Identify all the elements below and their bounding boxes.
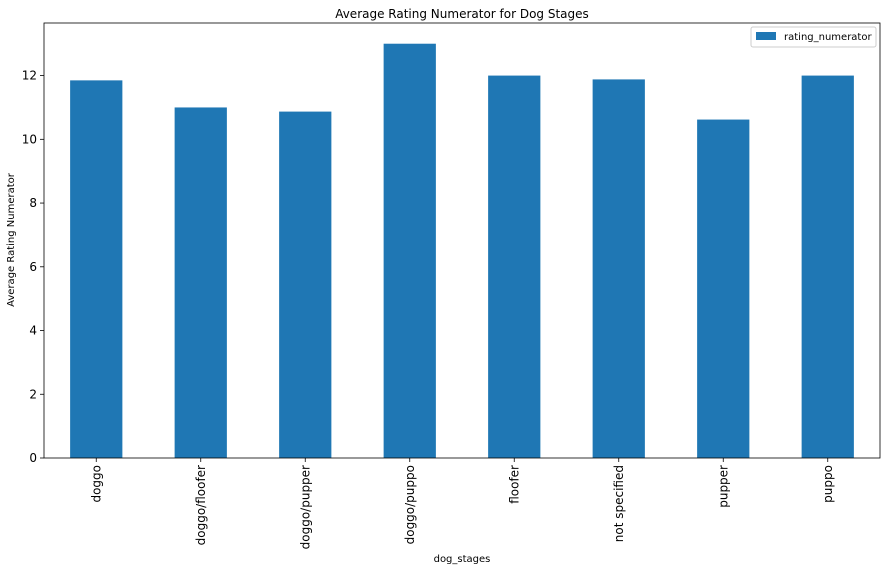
- x-axis-label: dog_stages: [434, 554, 491, 565]
- y-tick-label: 10: [22, 132, 37, 146]
- y-tick-label: 8: [29, 196, 37, 210]
- legend-swatch: [756, 32, 776, 40]
- x-tick-label: floofer: [507, 465, 521, 504]
- bar-doggo-pupper: [279, 111, 332, 458]
- bar-doggo: [70, 80, 123, 458]
- x-tick-label: not specified: [612, 465, 626, 542]
- y-ticks: 0 2 4 6 8 10 12: [22, 69, 44, 465]
- x-ticks: doggo doggo/floofer doggo/pupper doggo/pupp…: [89, 458, 835, 549]
- bar-puppo: [801, 75, 854, 458]
- legend-label: rating_numerator: [784, 32, 872, 43]
- plot-frame: [43, 22, 881, 459]
- x-tick-label: doggo/puppo: [403, 465, 417, 544]
- x-tick-label: puppo: [821, 465, 835, 503]
- x-tick-label: doggo/pupper: [298, 465, 312, 549]
- bar-doggo-floofer: [174, 107, 227, 458]
- y-tick-label: 0: [29, 451, 37, 465]
- bars-layer: [70, 43, 854, 459]
- chart-title: Average Rating Numerator for Dog Stages: [335, 7, 589, 21]
- legend-box: [750, 26, 877, 48]
- bar-not-specified: [592, 79, 645, 459]
- y-tick-label: 12: [22, 69, 37, 83]
- x-tick-label: doggo/floofer: [194, 465, 208, 545]
- bar-pupper: [697, 119, 750, 459]
- bar-floofer: [488, 75, 541, 458]
- y-tick-label: 6: [29, 260, 37, 274]
- legend: rating_numerator: [750, 26, 877, 48]
- y-tick-label: 4: [29, 324, 37, 338]
- x-tick-label: doggo: [89, 465, 103, 503]
- x-tick-label: pupper: [716, 465, 730, 508]
- y-tick-label: 2: [29, 387, 37, 401]
- bar-doggo-puppo: [383, 43, 436, 458]
- y-axis-label: Average Rating Numerator: [6, 172, 17, 307]
